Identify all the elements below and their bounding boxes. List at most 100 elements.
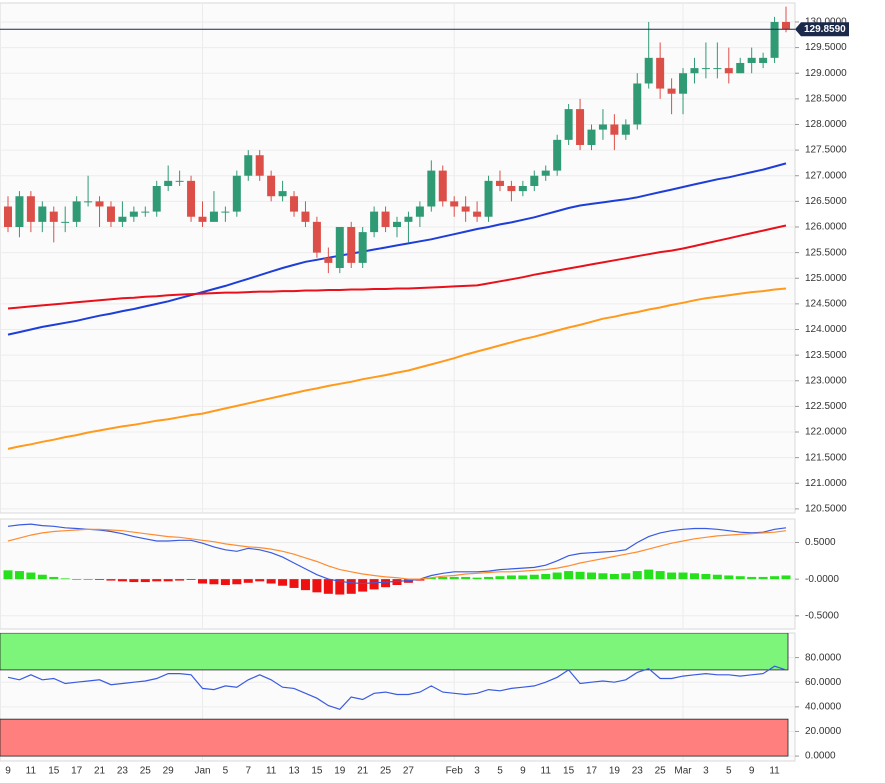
histogram-bar (678, 572, 688, 580)
y-tick-label: 128.5000 (805, 93, 847, 104)
y-tick-label: 60.0000 (805, 677, 842, 688)
signal-line (7, 528, 787, 580)
histogram-bar (484, 576, 494, 580)
histogram-bar (209, 579, 219, 585)
panel-marks (0, 3, 795, 513)
y-tick-label: 126.5000 (805, 196, 847, 207)
candle-body (38, 206, 47, 222)
panel-marks (0, 519, 795, 629)
histogram-bar (621, 573, 631, 580)
histogram-bar (758, 576, 768, 580)
candle-body (26, 196, 35, 222)
candle-body (759, 57, 768, 63)
candle-body (141, 211, 150, 213)
candle-body (427, 170, 436, 207)
histogram-bar (266, 579, 276, 584)
x-tick-label: 15 (563, 766, 575, 777)
histogram-bar (381, 579, 391, 588)
y-tick-label: 120.5000 (805, 504, 847, 515)
candle-body (84, 201, 93, 203)
histogram-bar (60, 578, 70, 580)
histogram-bar (438, 576, 448, 580)
x-tick-label: Jan (194, 766, 210, 777)
x-tick-label: 19 (334, 766, 346, 777)
moving-average-line (7, 224, 787, 310)
candle-body (450, 201, 459, 207)
histogram-bar (369, 579, 379, 590)
histogram-bar (552, 572, 562, 580)
y-tick-label: 0.5000 (805, 537, 836, 548)
candle-body (679, 73, 688, 94)
histogram-bar (72, 579, 82, 580)
histogram-bar (609, 574, 619, 580)
candle-body (598, 124, 607, 130)
histogram-bar (358, 579, 368, 592)
y-tick-label: 129.5000 (805, 42, 847, 53)
candle-body (770, 21, 779, 58)
x-tick-label: Mar (674, 766, 692, 777)
x-tick-label: 9 (5, 766, 11, 777)
candle-body (209, 211, 218, 222)
candle-body (473, 211, 482, 217)
y-tick-label: 124.0000 (805, 324, 847, 335)
candle-body (164, 180, 173, 186)
candle-body (175, 180, 184, 182)
y-tick-label: 130.0000 (805, 17, 847, 28)
candle-body (324, 257, 333, 263)
candle-body (393, 221, 401, 227)
x-tick-label: 17 (586, 766, 598, 777)
y-tick-label: 80.0000 (805, 652, 842, 663)
rsi-line (7, 665, 787, 710)
candle-body (621, 124, 630, 135)
panel-marks (0, 633, 795, 761)
candle-body (347, 226, 356, 263)
candle-body (278, 191, 287, 197)
x-tick-label: 7 (245, 766, 251, 777)
candle-body (232, 175, 241, 212)
y-tick-label: 125.5000 (805, 247, 847, 258)
histogram-bar (632, 571, 642, 580)
candle-body (747, 57, 756, 63)
y-tick-label: -0.5000 (805, 610, 839, 621)
histogram-bar (186, 579, 196, 580)
candle-body (507, 185, 516, 192)
candle-body (301, 211, 310, 222)
histogram-bar (541, 574, 551, 580)
candle-body (633, 83, 642, 125)
x-tick-label: 17 (71, 766, 83, 777)
candle-body (290, 196, 299, 212)
y-tick-label: 122.5000 (805, 401, 847, 412)
x-tick-label: 19 (609, 766, 621, 777)
candle-body (4, 206, 12, 227)
histogram-bar (655, 571, 665, 580)
candle-body (564, 109, 573, 140)
y-tick-label: 0.0000 (805, 751, 836, 762)
candle-body (244, 155, 253, 176)
candle-body (553, 139, 562, 171)
price-panel (0, 2, 796, 514)
last-price-label: 129.8590 (804, 24, 846, 35)
candle-body (404, 216, 413, 222)
candle-body (118, 216, 127, 222)
candle-body (495, 180, 504, 186)
candle-body (530, 175, 539, 186)
candle-body (381, 211, 390, 227)
x-tick-label: 5 (497, 766, 503, 777)
candle-body (415, 206, 424, 217)
y-tick-label: 20.0000 (805, 726, 842, 737)
candle-body (701, 68, 710, 70)
x-tick-label: 15 (311, 766, 323, 777)
candle-body (255, 155, 264, 176)
y-tick-label: -0.0000 (805, 574, 839, 585)
candle-body (518, 185, 527, 192)
x-tick-label: Feb (446, 766, 464, 777)
histogram-bar (426, 577, 436, 580)
moving-average-line (7, 287, 787, 450)
candle-body (95, 201, 104, 207)
x-tick-label: 11 (266, 766, 277, 777)
histogram-bar (312, 579, 322, 593)
histogram-bar (644, 569, 654, 580)
histogram-bar (587, 572, 596, 580)
histogram-bar (472, 577, 482, 580)
